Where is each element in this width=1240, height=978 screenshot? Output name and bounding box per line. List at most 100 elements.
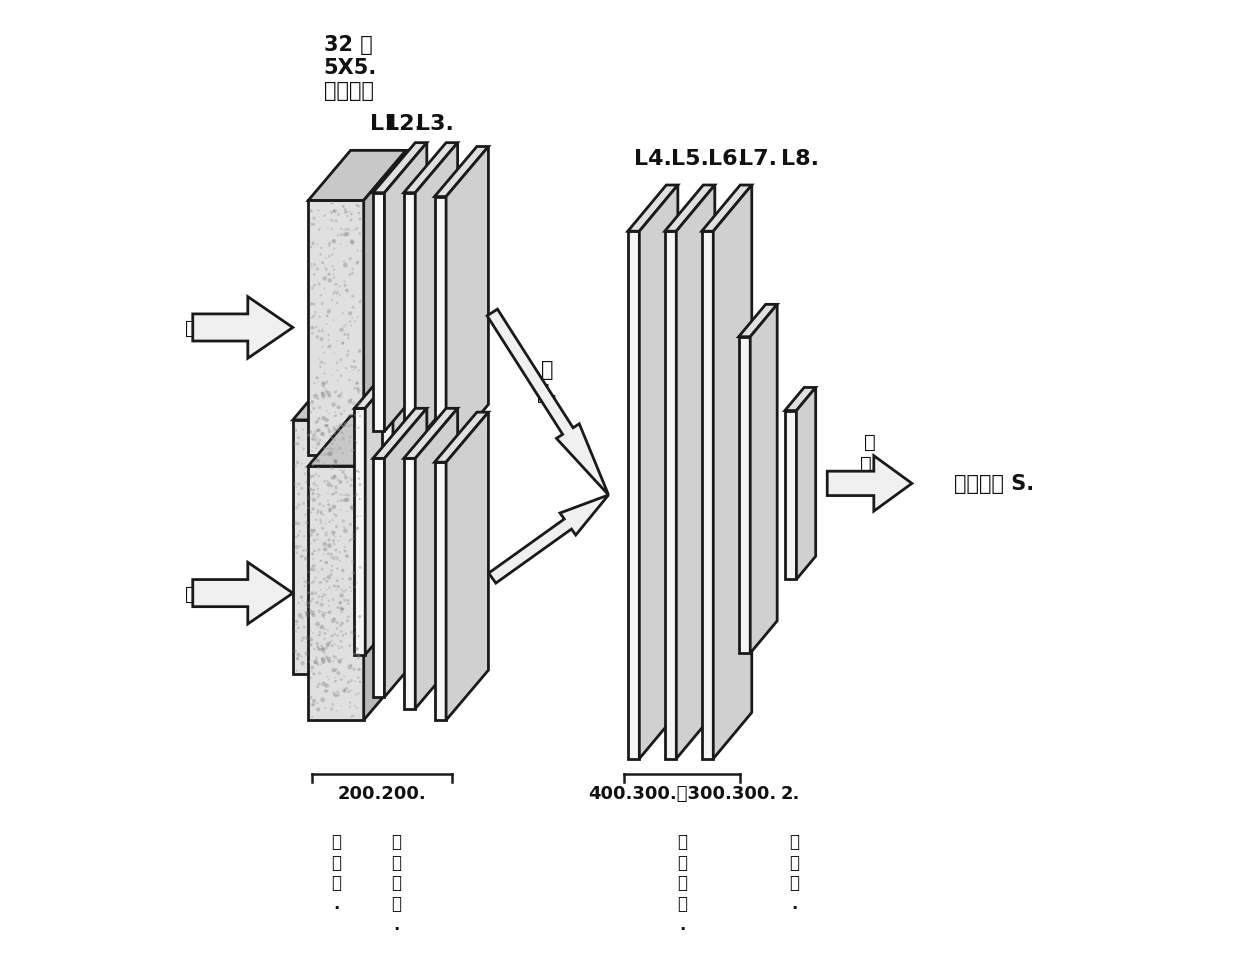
Point [303, 547, 322, 562]
Point [285, 515, 305, 531]
Point [322, 213, 342, 229]
Point [320, 654, 340, 670]
Point [321, 550, 341, 565]
Point [343, 363, 363, 378]
Point [321, 503, 341, 518]
Point [340, 429, 360, 445]
Point [305, 570, 325, 586]
Point [317, 419, 337, 434]
Point [304, 297, 324, 313]
Point [306, 320, 326, 335]
Point [320, 502, 340, 517]
Point [340, 306, 360, 322]
Point [317, 678, 337, 693]
Point [335, 274, 355, 289]
Point [319, 239, 339, 254]
Point [331, 640, 351, 655]
Point [334, 601, 353, 617]
Point [312, 652, 332, 668]
Point [303, 236, 322, 251]
Polygon shape [355, 359, 408, 409]
Polygon shape [627, 186, 678, 232]
Point [301, 398, 321, 414]
Point [331, 595, 351, 610]
Point [304, 558, 324, 574]
Point [291, 590, 311, 605]
Point [296, 460, 316, 475]
Point [350, 227, 370, 243]
Point [347, 700, 367, 716]
Point [325, 426, 345, 442]
Point [319, 447, 339, 463]
Point [304, 603, 324, 619]
Point [301, 526, 321, 542]
Point [315, 271, 335, 287]
Point [314, 641, 334, 656]
Text: L1.: L1. [370, 114, 408, 134]
Point [312, 339, 332, 355]
Point [296, 552, 316, 567]
Point [327, 685, 347, 700]
Point [324, 536, 343, 552]
Point [319, 494, 339, 510]
Point [336, 470, 356, 486]
Text: 卷
积
层
.: 卷 积 层 . [331, 832, 341, 912]
Point [331, 651, 351, 667]
Point [325, 663, 345, 679]
Point [288, 436, 308, 452]
Point [304, 428, 324, 444]
Point [317, 309, 337, 325]
Point [327, 600, 347, 616]
Point [334, 628, 353, 644]
Point [319, 651, 339, 667]
Point [285, 644, 305, 659]
Polygon shape [384, 144, 427, 432]
Point [327, 552, 347, 567]
Point [308, 565, 327, 581]
Point [321, 567, 341, 583]
Point [335, 467, 355, 483]
Point [346, 688, 366, 703]
Point [337, 474, 357, 490]
Point [337, 487, 357, 503]
Point [332, 571, 352, 587]
Point [314, 376, 334, 391]
Point [305, 278, 325, 293]
Point [303, 586, 322, 601]
Point [305, 257, 325, 273]
Point [293, 633, 312, 648]
Point [340, 695, 360, 711]
Point [322, 479, 342, 495]
Point [332, 336, 352, 352]
Point [309, 642, 329, 657]
Point [337, 284, 357, 299]
Point [303, 547, 322, 562]
Point [301, 632, 321, 647]
Point [301, 594, 321, 609]
Point [350, 662, 370, 678]
Point [341, 213, 361, 229]
Point [306, 655, 326, 671]
Point [340, 223, 360, 239]
Point [347, 520, 367, 536]
Text: 原始左图像块.: 原始左图像块. [185, 319, 263, 337]
Point [339, 593, 358, 608]
Point [295, 574, 315, 590]
Point [294, 543, 314, 558]
Point [314, 389, 334, 405]
Point [309, 222, 329, 238]
Point [324, 500, 343, 515]
Point [348, 520, 368, 536]
Polygon shape [489, 496, 609, 584]
Polygon shape [640, 186, 678, 759]
Point [293, 610, 312, 626]
Point [320, 273, 340, 289]
Point [286, 617, 306, 633]
Point [312, 426, 332, 442]
Point [312, 561, 332, 577]
Point [348, 421, 368, 436]
Point [320, 539, 340, 555]
Point [304, 666, 324, 682]
Point [321, 436, 341, 452]
Point [310, 497, 330, 512]
